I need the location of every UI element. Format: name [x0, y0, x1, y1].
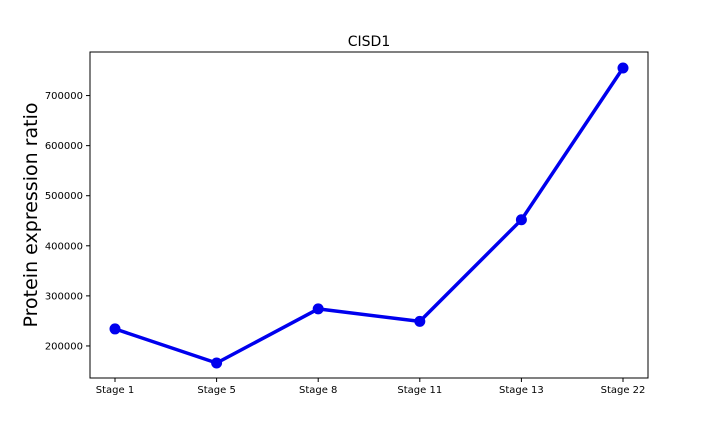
- y-tick-label: 400000: [45, 241, 83, 252]
- y-tick-label: 700000: [45, 91, 83, 102]
- y-axis: 200000 300000 400000 500000 600000 700000: [45, 91, 90, 352]
- x-tick-label: Stage 13: [499, 385, 544, 396]
- data-point: [617, 62, 629, 74]
- x-tick-label: Stage 1: [96, 385, 134, 396]
- y-axis-label: Protein expression ratio: [20, 103, 42, 328]
- x-tick-label: Stage 22: [601, 385, 646, 396]
- plot-frame: [89, 51, 649, 379]
- data-point: [414, 315, 426, 327]
- series-layer: [109, 62, 629, 369]
- x-tick-label: Stage 11: [397, 385, 442, 396]
- chart-title: CISD1: [348, 34, 390, 50]
- data-point: [515, 214, 527, 226]
- y-tick-label: 600000: [45, 141, 83, 152]
- x-tick-label: Stage 5: [197, 385, 235, 396]
- data-point: [109, 323, 121, 335]
- y-tick-label: 300000: [45, 291, 83, 302]
- y-tick-label: 200000: [45, 341, 83, 352]
- x-axis: Stage 1 Stage 5 Stage 8 Stage 11 Stage 13 Sta…: [96, 378, 646, 396]
- y-tick-label: 500000: [45, 191, 83, 202]
- data-point: [211, 357, 223, 369]
- x-tick-label: Stage 8: [299, 385, 337, 396]
- data-point: [312, 303, 324, 315]
- series-line: [113, 66, 625, 365]
